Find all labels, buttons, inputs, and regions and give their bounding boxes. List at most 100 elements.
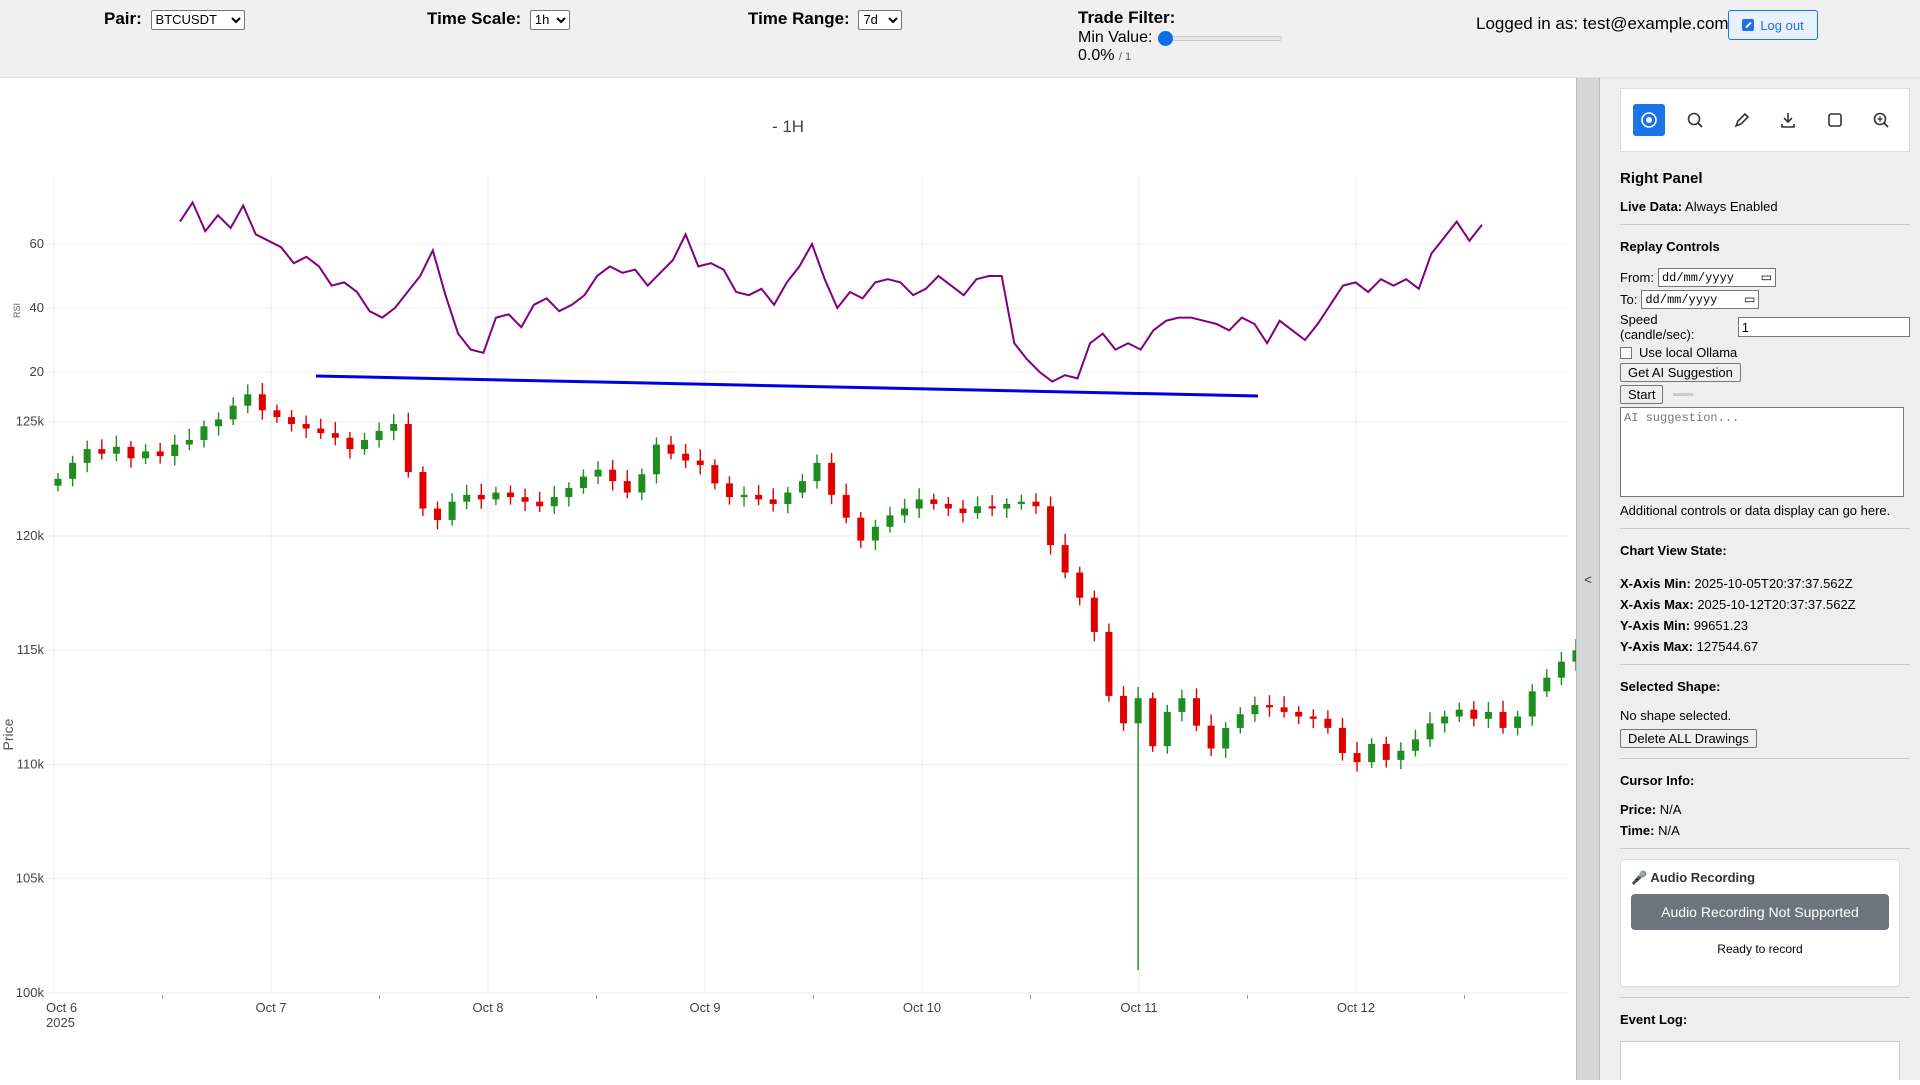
candle-body: [1528, 691, 1536, 717]
candle-body: [871, 526, 879, 541]
candle-body: [1514, 716, 1522, 728]
candle-body: [317, 428, 325, 434]
min-value-slider[interactable]: [1158, 30, 1283, 46]
candle-body: [1441, 716, 1449, 724]
rsi-tick-label: 40: [30, 300, 44, 315]
candle-body: [1047, 506, 1055, 546]
candle-body: [1090, 597, 1098, 632]
logout-button[interactable]: Log out: [1728, 10, 1818, 40]
y-tick-label: 115k: [17, 642, 45, 657]
divider: [1620, 664, 1910, 665]
candle-body: [769, 499, 777, 504]
slider-thumb[interactable]: [1158, 30, 1174, 46]
trade-filter: Trade Filter: Min Value: 0.0% / 1: [1078, 8, 1283, 65]
delete-row: Delete ALL Drawings: [1620, 729, 1910, 748]
candle-body: [1455, 709, 1463, 717]
candle-body: [609, 469, 617, 482]
x-tick-label: Oct 12: [1337, 1000, 1375, 1015]
candle-body: [142, 451, 150, 459]
divider: [1620, 758, 1910, 759]
audio-recording-button[interactable]: Audio Recording Not Supported: [1631, 894, 1889, 930]
delete-all-drawings-button[interactable]: Delete ALL Drawings: [1620, 729, 1757, 748]
chart-grid: [46, 176, 1568, 994]
pan-icon: [1641, 112, 1657, 128]
y-tick-label: 105k: [16, 871, 45, 886]
candle-body: [127, 446, 135, 459]
candle-body: [171, 444, 179, 456]
candle-body: [711, 465, 719, 484]
view-state-title: Chart View State:: [1620, 543, 1727, 558]
candle-body: [477, 494, 485, 500]
rsi-axis-label: RSI: [12, 303, 22, 318]
chart-area[interactable]: - 1H 20 40 60 RSI Oct 6 Oct 7 Oct 8 Oct 9 Oct 1…: [0, 78, 1580, 1080]
live-data-row: Live Data: Always Enabled: [1620, 199, 1910, 214]
ai-row: Get AI Suggestion: [1620, 363, 1910, 382]
ymin-label: Y-Axis Min:: [1620, 618, 1691, 633]
candle-body: [798, 481, 806, 493]
candle-body: [1382, 743, 1390, 760]
candle-body: [112, 446, 120, 454]
cursor-time-row: Time: N/A: [1620, 823, 1910, 838]
pair-select[interactable]: BTCUSDT: [150, 9, 245, 30]
from-row: From: dd/mm/yyyy ▭: [1620, 268, 1910, 287]
candle-body: [1470, 709, 1478, 719]
timerange-select[interactable]: 7d: [858, 9, 903, 30]
y-tick-label: 120k: [16, 528, 45, 543]
rectangle-tool-button[interactable]: [1819, 104, 1851, 136]
speed-row: Speed (candle/sec): 1: [1620, 312, 1910, 342]
calendar-icon[interactable]: ▭: [1760, 271, 1772, 285]
candle-body: [1061, 545, 1069, 573]
ollama-label: Use local Ollama: [1639, 345, 1738, 360]
start-row: Start: [1620, 385, 1910, 404]
timescale-control: Time Scale: 1h: [427, 9, 570, 30]
get-ai-suggestion-button[interactable]: Get AI Suggestion: [1620, 363, 1741, 382]
calendar-icon[interactable]: ▭: [1744, 293, 1756, 307]
panel-title: Right Panel: [1620, 170, 1703, 187]
to-date-input[interactable]: dd/mm/yyyy ▭: [1641, 290, 1760, 309]
zoom-tool-button[interactable]: [1679, 104, 1711, 136]
candle-body: [361, 439, 369, 450]
selected-shape-value: No shape selected.: [1620, 708, 1732, 723]
timescale-label: Time Scale:: [427, 9, 522, 28]
y-axis-label: Price: [0, 718, 16, 750]
cursor-time-label: Time:: [1620, 823, 1655, 838]
collapse-panel-button[interactable]: <: [1576, 78, 1600, 1080]
ollama-checkbox[interactable]: [1620, 346, 1632, 359]
candle-body: [54, 478, 62, 486]
start-button[interactable]: Start: [1620, 385, 1664, 404]
audio-recording-card: 🎤 Audio Recording Audio Recording Not Su…: [1620, 859, 1900, 987]
candle-body: [1265, 705, 1273, 708]
timescale-select[interactable]: 1h: [529, 9, 570, 30]
candle-body: [638, 474, 646, 493]
draw-tool-button[interactable]: [1726, 104, 1758, 136]
audio-recording-title: 🎤 Audio Recording: [1631, 870, 1756, 885]
speed-label: Speed (candle/sec):: [1620, 312, 1695, 342]
candle-body: [404, 423, 412, 472]
ymax-label: Y-Axis Max:: [1620, 639, 1693, 654]
candle-body: [594, 469, 602, 477]
top-toolbar: Pair: BTCUSDT Time Scale: 1h Time Range:…: [0, 0, 1920, 78]
candle-body: [1338, 727, 1346, 754]
ai-suggestion-textarea[interactable]: AI suggestion...: [1620, 407, 1904, 497]
download-button[interactable]: [1772, 104, 1804, 136]
x-tick-label: Oct 11: [1120, 1000, 1157, 1015]
candle-body: [448, 501, 456, 520]
candle-body: [346, 437, 354, 450]
candle-body: [755, 494, 763, 500]
price-chart[interactable]: - 1H 20 40 60 RSI Oct 6 Oct 7 Oct 8 Oct 9 Oct 1…: [0, 78, 1580, 1080]
candle-body: [331, 433, 339, 438]
candle-body: [1353, 753, 1361, 763]
zoom-in-button[interactable]: [1865, 104, 1897, 136]
ymax-value: 127544.67: [1696, 639, 1759, 654]
from-date-input[interactable]: dd/mm/yyyy ▭: [1657, 268, 1776, 287]
speed-input[interactable]: 1: [1737, 317, 1910, 337]
candle-body: [1368, 743, 1376, 763]
candle-body: [1236, 714, 1244, 728]
candle-body: [244, 394, 252, 406]
x-tick-label: Oct 6: [46, 1000, 77, 1015]
candle-body: [419, 471, 427, 509]
pan-tool-button[interactable]: [1633, 104, 1665, 136]
cursor-price-row: Price: N/A: [1620, 802, 1910, 817]
y-tick-label: 110k: [17, 756, 45, 771]
candle-body: [565, 487, 573, 498]
